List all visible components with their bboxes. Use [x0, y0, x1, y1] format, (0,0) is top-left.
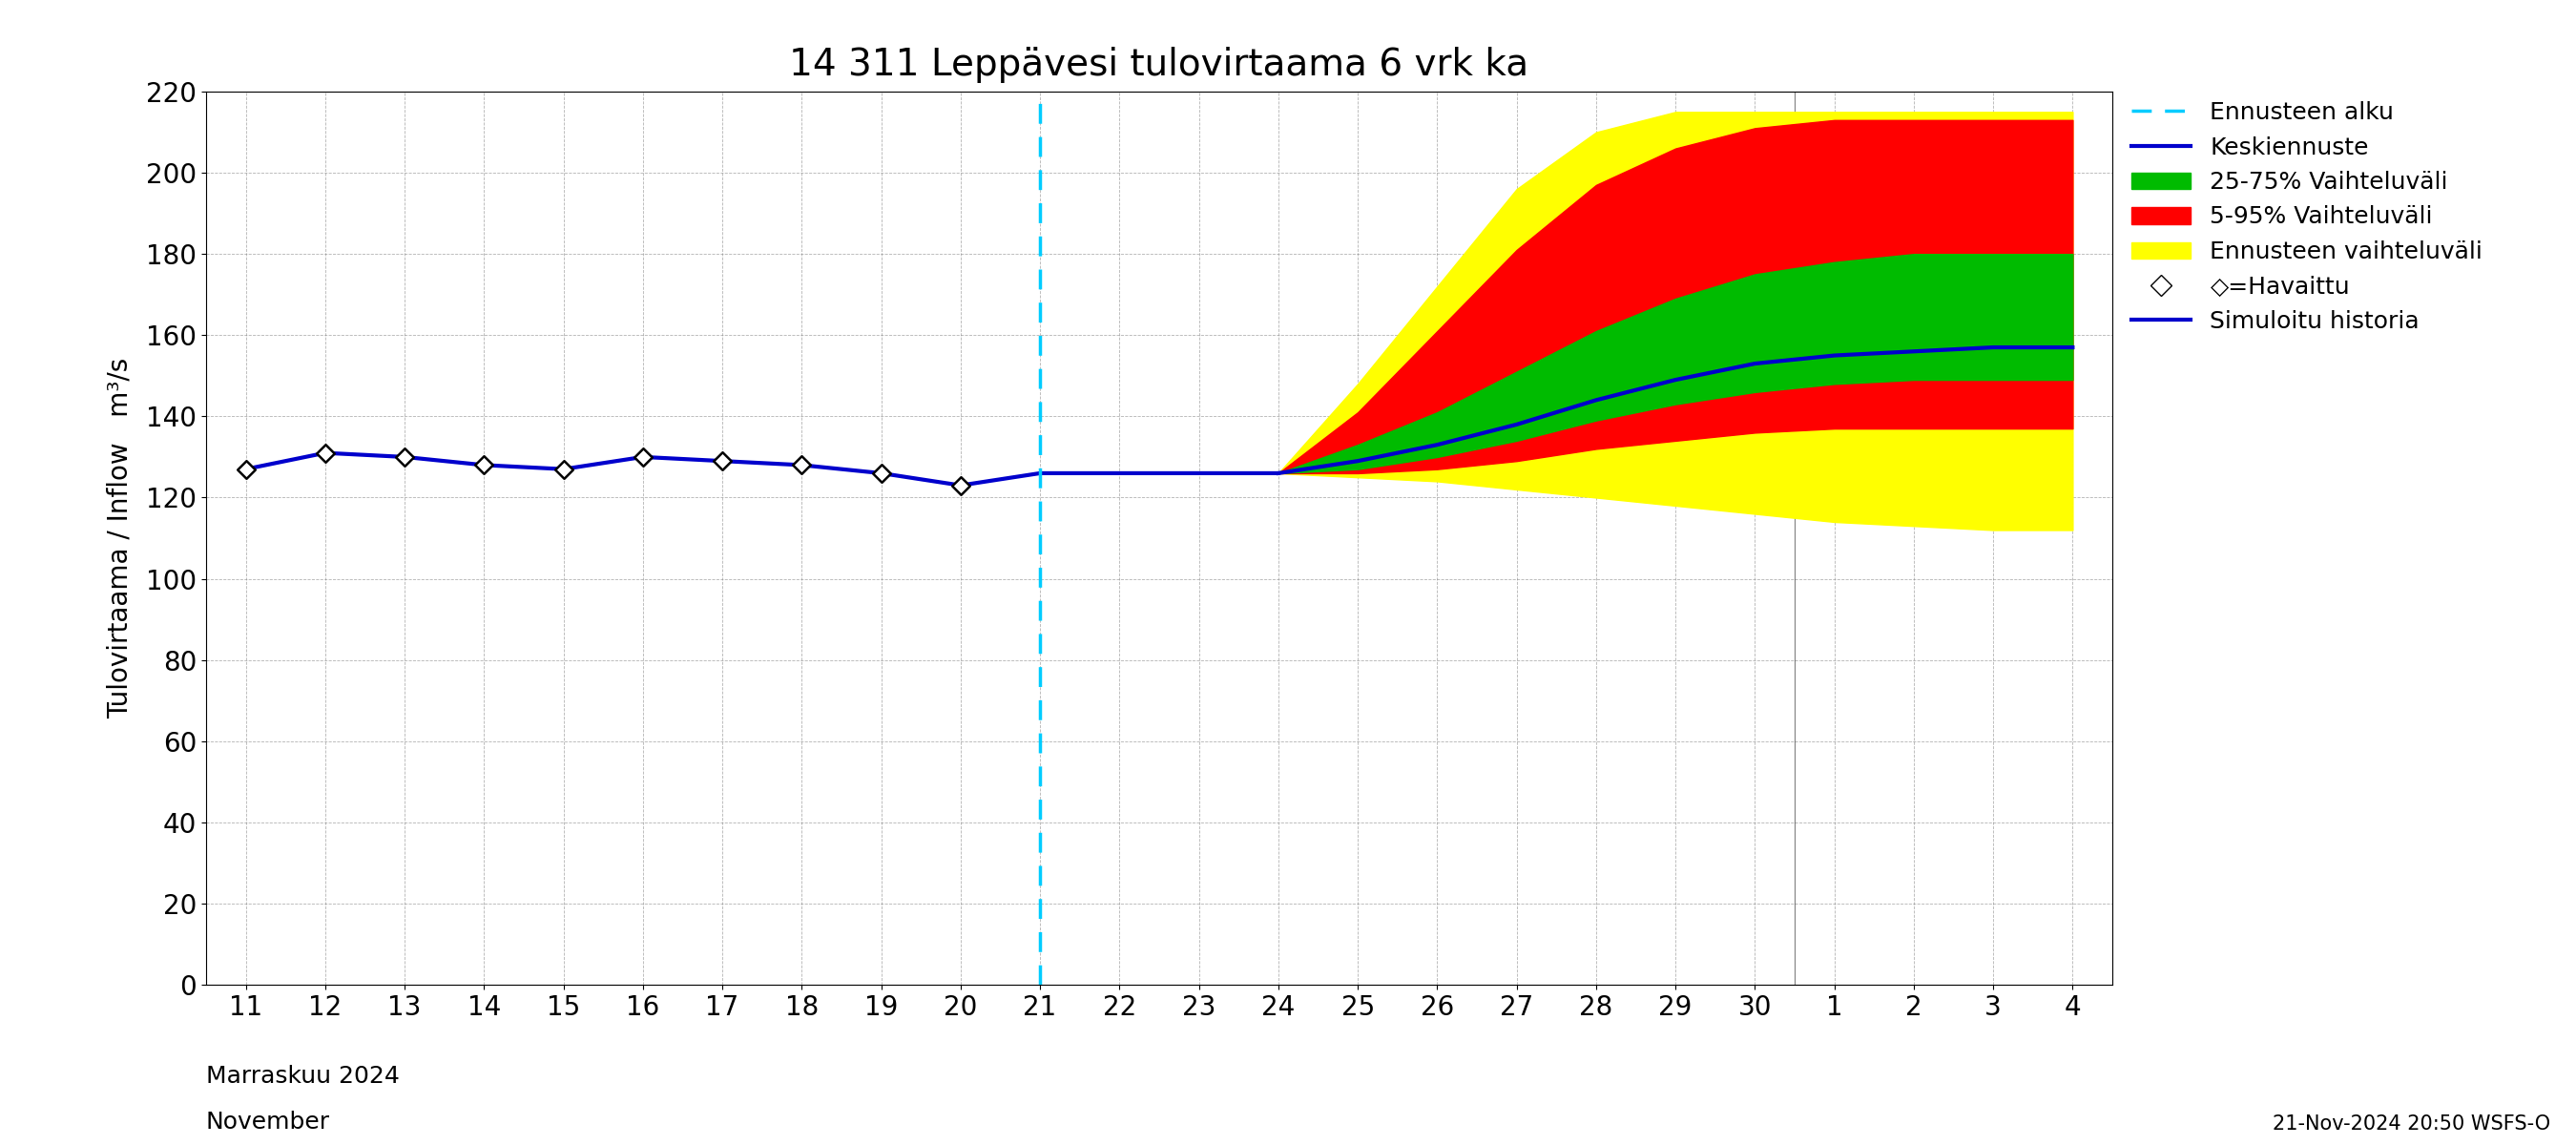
Legend: Ennusteen alku, Keskiennuste, 25-75% Vaihteluväli, 5-95% Vaihteluväli, Ennusteen: Ennusteen alku, Keskiennuste, 25-75% Vai…	[2123, 92, 2494, 342]
Text: 21-Nov-2024 20:50 WSFS-O: 21-Nov-2024 20:50 WSFS-O	[2272, 1114, 2550, 1134]
Point	[464, 456, 505, 474]
Point	[940, 476, 981, 495]
Point	[781, 456, 822, 474]
Point	[544, 460, 585, 479]
Point	[860, 464, 902, 482]
Point	[384, 448, 425, 466]
Point	[623, 448, 665, 466]
Y-axis label: Tulovirtaama / Inflow   m³/s: Tulovirtaama / Inflow m³/s	[106, 357, 134, 719]
Point	[224, 460, 265, 479]
Point	[304, 444, 345, 463]
Title: 14 311 Leppävesi tulovirtaama 6 vrk ka: 14 311 Leppävesi tulovirtaama 6 vrk ka	[788, 47, 1530, 84]
Point	[701, 452, 742, 471]
Text: Marraskuu 2024: Marraskuu 2024	[206, 1065, 399, 1088]
Text: November: November	[206, 1111, 330, 1134]
